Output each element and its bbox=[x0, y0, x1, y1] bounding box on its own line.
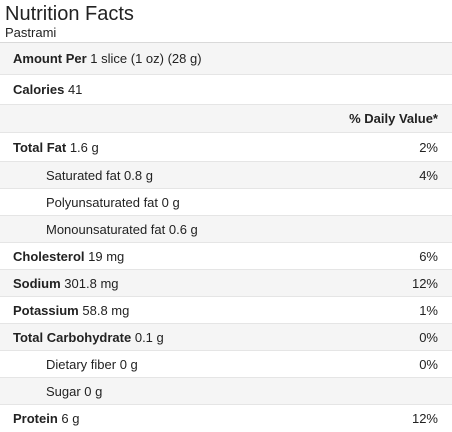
nutrient-dv: 1% bbox=[419, 302, 438, 318]
nutrient-row-cholesterol: Cholesterol 19 mg 6% bbox=[0, 243, 452, 270]
nutrient-dv: 4% bbox=[419, 167, 438, 183]
nutrient-label: Saturated fat 0.8 g bbox=[46, 167, 153, 183]
nutrient-row-total-fat: Total Fat 1.6 g 2% bbox=[0, 133, 452, 162]
nutrient-row-total-carbohydrate: Total Carbohydrate 0.1 g 0% bbox=[0, 324, 452, 351]
nutrient-dv: 0% bbox=[419, 356, 438, 372]
nutrient-label: Total Carbohydrate bbox=[13, 329, 132, 345]
nutrient-row-potassium: Potassium 58.8 mg 1% bbox=[0, 297, 452, 324]
nutrient-dv: 12% bbox=[411, 411, 438, 426]
nutrient-label: Protein bbox=[13, 411, 58, 426]
amount-per-label: Amount Per bbox=[13, 51, 87, 66]
calories-row: Calories 41 bbox=[0, 75, 452, 105]
food-name: Pastrami bbox=[5, 25, 57, 40]
nutrient-row-protein: Protein 6 g 12% bbox=[0, 405, 452, 432]
daily-value-header-row: % Daily Value* bbox=[0, 105, 452, 133]
nutrient-label: Sugar 0 g bbox=[46, 383, 103, 399]
nutrient-row-dietary-fiber: Dietary fiber 0 g 0% bbox=[0, 351, 452, 378]
amount-per-row: Amount Per 1 slice (1 oz) (28 g) bbox=[0, 43, 452, 75]
panel-title: Nutrition Facts bbox=[5, 3, 134, 25]
nutrition-table: Amount Per 1 slice (1 oz) (28 g) Calorie… bbox=[0, 42, 452, 432]
nutrition-header: Nutrition Facts Pastrami bbox=[0, 0, 452, 42]
nutrient-row-polyunsaturated-fat: Polyunsaturated fat 0 g bbox=[0, 189, 452, 216]
nutrient-dv: 0% bbox=[419, 329, 438, 345]
nutrient-amount: 58.8 mg bbox=[82, 302, 130, 318]
nutrient-label: Potassium bbox=[13, 302, 79, 318]
nutrient-amount: 6 g bbox=[61, 411, 80, 426]
nutrient-row-sodium: Sodium 301.8 mg 12% bbox=[0, 270, 452, 297]
nutrient-row-monounsaturated-fat: Monounsaturated fat 0.6 g bbox=[0, 216, 452, 243]
nutrient-row-saturated-fat: Saturated fat 0.8 g 4% bbox=[0, 162, 452, 189]
nutrient-amount: 1.6 g bbox=[69, 139, 99, 155]
serving-size-value: 1 slice (1 oz) (28 g) bbox=[90, 51, 202, 66]
nutrient-label: Total Fat bbox=[13, 139, 67, 155]
nutrient-dv: 2% bbox=[419, 139, 438, 155]
nutrient-dv: 12% bbox=[411, 275, 438, 291]
nutrient-label: Polyunsaturated fat 0 g bbox=[46, 194, 180, 210]
nutrient-label: Sodium bbox=[13, 275, 61, 291]
nutrient-amount: 301.8 mg bbox=[64, 275, 119, 291]
nutrient-row-sugar: Sugar 0 g bbox=[0, 378, 452, 405]
nutrient-label: Dietary fiber 0 g bbox=[46, 356, 138, 372]
nutrient-amount: 0.1 g bbox=[134, 329, 164, 345]
calories-label: Calories bbox=[13, 82, 65, 97]
nutrient-label: Cholesterol bbox=[13, 248, 85, 264]
nutrient-dv: 6% bbox=[419, 248, 438, 264]
calories-value: 41 bbox=[67, 82, 83, 97]
daily-value-header: % Daily Value* bbox=[349, 111, 438, 126]
nutrient-amount: 19 mg bbox=[88, 248, 125, 264]
nutrient-label: Monounsaturated fat 0.6 g bbox=[46, 221, 198, 237]
